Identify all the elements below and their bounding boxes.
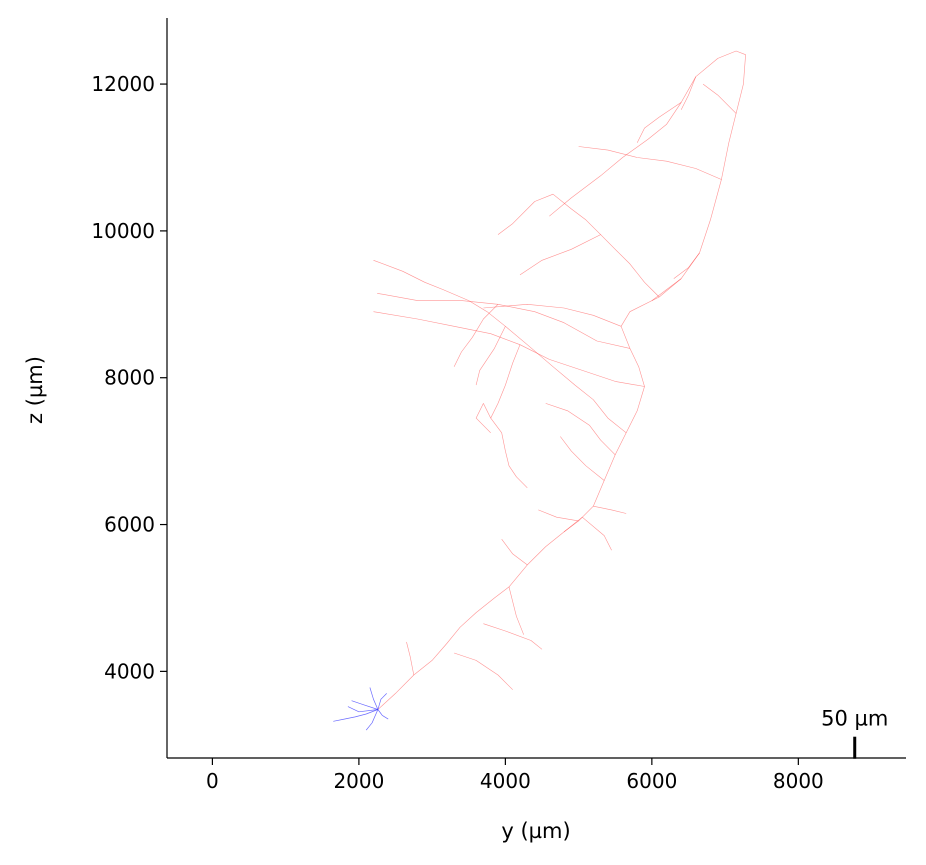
axon-trace-6 (563, 516, 612, 551)
dendrite-trace-5 (347, 706, 378, 713)
axon-trace-25 (680, 76, 697, 110)
scale-bar (853, 736, 857, 759)
x-tick-label: 4000 (480, 769, 531, 793)
axon-trace-12 (373, 311, 645, 387)
y-tick-label: 12000 (91, 72, 155, 96)
axon-trace-20 (519, 234, 601, 276)
axon-trace-14 (483, 303, 622, 327)
axon-trace-11 (373, 260, 627, 434)
axon-trace-23 (578, 146, 722, 180)
dendrite-trace-3 (377, 693, 387, 710)
y-tick-label: 10000 (91, 219, 155, 243)
axon-trace-18 (475, 326, 506, 386)
dendrite-trace-4 (365, 709, 379, 731)
y-tick-label: 8000 (104, 366, 155, 390)
axon-trace-26 (702, 83, 737, 114)
y-axis-label: z (µm) (23, 356, 47, 424)
x-axis-label: y (µm) (501, 819, 570, 843)
axon-trace-4 (508, 586, 524, 635)
axon-trace-9 (560, 436, 605, 481)
y-axis-ticks: 4000 6000 8000 10000 12000 (91, 72, 167, 683)
dendrite-trace-1 (369, 687, 379, 710)
dendrite-trace-6 (377, 709, 389, 720)
axon-trace-10 (545, 403, 616, 456)
axon-trace-2 (454, 652, 513, 690)
axon-trace-21 (651, 278, 682, 301)
y-tick-label: 4000 (104, 659, 155, 683)
scale-bar-label: 50 µm (821, 707, 888, 731)
x-tick-label: 2000 (333, 769, 384, 793)
axon-trace-24 (636, 102, 682, 143)
axon-trace-0 (377, 50, 746, 710)
axon-trace-8 (593, 505, 627, 514)
x-axis-ticks: 0 2000 4000 6000 8000 (206, 758, 824, 793)
axon-trace-16 (490, 344, 528, 489)
axon-trace-1 (406, 641, 415, 676)
y-tick-label: 6000 (104, 513, 155, 537)
axon-trace-5 (501, 539, 528, 566)
axon-trace-7 (538, 509, 579, 522)
axon-trace-17 (475, 403, 491, 434)
axon-trace-15 (453, 304, 499, 367)
axon-trace-3 (483, 623, 543, 650)
axon-trace-19 (497, 193, 660, 298)
x-tick-label: 8000 (773, 769, 824, 793)
x-tick-label: 0 (206, 769, 219, 793)
neuron-traces (333, 50, 746, 731)
axon-trace-13 (377, 293, 630, 349)
axon-trace-22 (673, 252, 700, 279)
dendrite-trace-2 (351, 700, 379, 710)
x-tick-label: 6000 (626, 769, 677, 793)
dendrite-trace-0 (333, 709, 379, 722)
